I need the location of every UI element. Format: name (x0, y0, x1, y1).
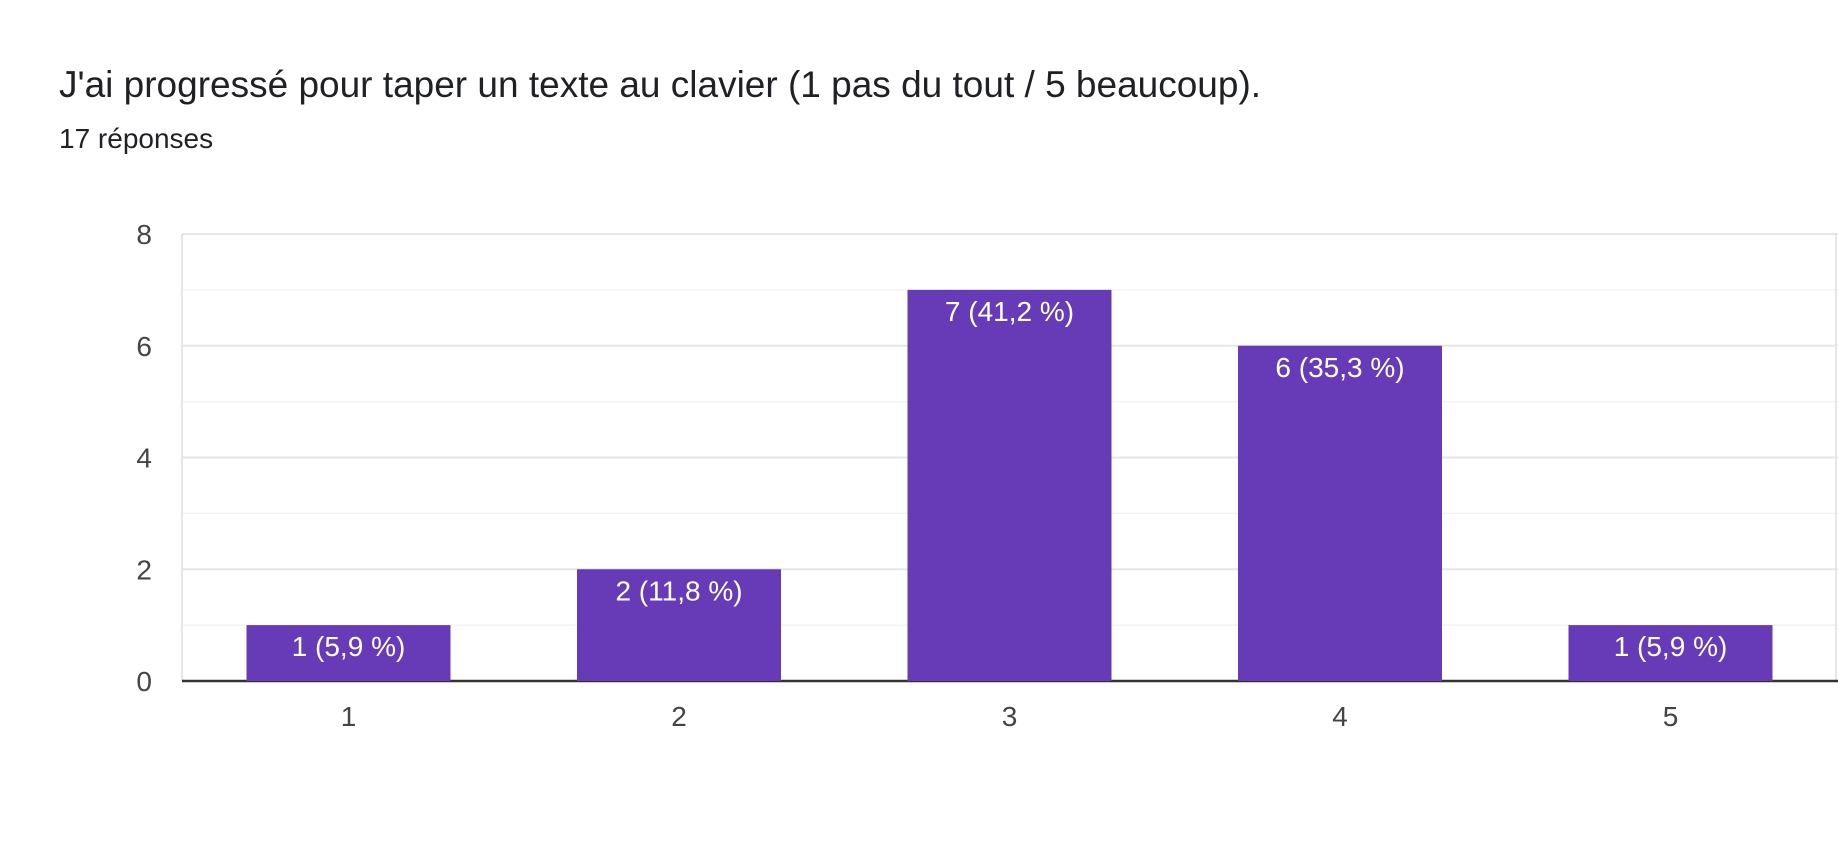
x-tick-label: 5 (1663, 701, 1679, 732)
chart-title: J'ai progressé pour taper un texte au cl… (59, 64, 1262, 105)
bar-4 (1238, 345, 1442, 681)
x-axis-ticks: 1 2 3 4 5 (341, 701, 1679, 732)
data-label-1: 1 (5,9 %) (292, 631, 406, 662)
response-count: 17 réponses (59, 123, 214, 154)
x-tick-label: 4 (1332, 701, 1348, 732)
data-label-3: 7 (41,2 %) (945, 296, 1074, 327)
x-tick-label: 1 (341, 701, 357, 732)
y-tick-label: 0 (136, 666, 152, 697)
y-tick-label: 8 (136, 219, 152, 250)
y-axis-ticks: 0 2 4 6 8 (136, 219, 152, 697)
y-tick-label: 2 (136, 554, 152, 585)
bar-3 (907, 289, 1112, 681)
x-tick-label: 3 (1002, 701, 1018, 732)
bar-1 (246, 625, 451, 681)
y-tick-label: 6 (136, 331, 152, 362)
data-labels: 1 (5,9 %) 2 (11,8 %) 7 (41,2 %) 6 (35,3 %) 1… (292, 296, 1728, 662)
x-tick-label: 2 (671, 701, 687, 732)
bars (246, 289, 1773, 681)
bar-5 (1568, 625, 1773, 681)
bar-2 (577, 569, 781, 681)
y-tick-label: 4 (136, 443, 152, 474)
data-label-2: 2 (11,8 %) (615, 575, 742, 606)
data-label-4: 6 (35,3 %) (1275, 352, 1404, 383)
data-label-5: 1 (5,9 %) (1614, 631, 1728, 662)
